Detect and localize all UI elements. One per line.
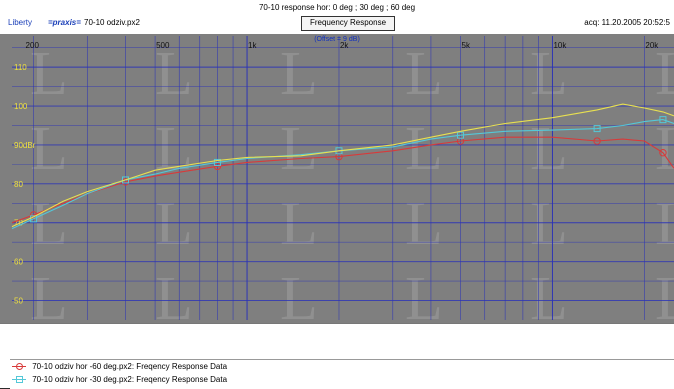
watermark-letter: L — [530, 190, 568, 258]
legend-item-minus30[interactable]: 70-10 odziv hor -30 deg.px2: Freqency Re… — [12, 374, 227, 386]
watermark-letter: L — [280, 115, 318, 183]
y-tick-label: 100 — [14, 102, 28, 111]
y-tick-label: 50 — [14, 297, 23, 306]
legend: 70-10 odziv hor -60 deg.px2: Freqency Re… — [10, 359, 674, 389]
x-tick-label: 500 — [156, 41, 170, 50]
watermark-letter: L — [30, 265, 68, 323]
x-tick-label: 2k — [340, 41, 349, 50]
file-name: 70-10 odziv.px2 — [84, 18, 140, 27]
frequency-response-button[interactable]: Frequency Response — [301, 16, 395, 31]
x-tick-label: 200 — [26, 41, 40, 50]
y-tick-label: 110 — [14, 63, 27, 72]
data-point-1 — [213, 158, 221, 166]
series-line-2 — [11, 103, 674, 228]
watermark-letter: L — [30, 40, 68, 108]
watermark-letter: L — [655, 265, 674, 323]
watermark-letter: L — [655, 115, 674, 183]
watermark-letter: L — [530, 40, 568, 108]
data-point-1 — [593, 125, 601, 133]
acquisition-timestamp: acq: 11.20.2005 20:52:5 — [584, 18, 670, 27]
y-tick-label: 80 — [14, 180, 23, 189]
x-tick-label: 5k — [462, 41, 471, 50]
legend-swatch-red — [12, 362, 26, 371]
watermark-letter: L — [280, 265, 318, 323]
data-point-1 — [121, 176, 129, 184]
watermark-letter: L — [405, 265, 443, 323]
measurement-title: 70-10 response hor: 0 deg ; 30 deg ; 60 … — [258, 3, 416, 12]
watermark-letter: L — [655, 190, 674, 258]
watermark-letter: L — [30, 190, 68, 258]
watermark-letter: L — [405, 40, 443, 108]
app-name: Liberty — [8, 18, 33, 27]
data-point-1 — [659, 116, 667, 124]
watermark-letter: L — [280, 40, 318, 108]
data-point-1 — [457, 131, 465, 139]
legend-item-minus60[interactable]: 70-10 odziv hor -60 deg.px2: Freqency Re… — [12, 361, 227, 373]
x-tick-label: 1k — [248, 41, 257, 50]
offset-note: (Offset = 9 dB) — [314, 36, 360, 43]
watermark-letter: L — [155, 115, 193, 183]
watermark-letter: L — [280, 190, 318, 258]
legend-label: 70-10 odziv hor -60 deg.px2: Freqency Re… — [32, 362, 228, 371]
plot-background — [0, 34, 674, 323]
data-point-0 — [213, 162, 222, 171]
legend-label: 70-10 odziv hor -30 deg.px2: Freqency Re… — [32, 375, 228, 384]
watermark-letter: L — [405, 190, 443, 258]
y-tick-label: 60 — [14, 258, 23, 267]
watermark-letter: L — [530, 265, 568, 323]
x-tick-label: 10k — [553, 41, 567, 50]
watermark-letter: L — [30, 115, 68, 183]
chart-footer-area — [0, 323, 674, 359]
watermark-letter: L — [155, 265, 193, 323]
watermark-letter: L — [530, 115, 568, 183]
watermark-letter: L — [155, 40, 193, 108]
watermark-letter: L — [655, 40, 674, 108]
x-tick-label: 20k — [645, 41, 659, 50]
y-tick-label: 90dBr — [14, 141, 36, 150]
watermark-letter: L — [405, 115, 443, 183]
series-line-0 — [11, 136, 674, 224]
data-point-0 — [659, 149, 667, 157]
data-point-0 — [593, 137, 601, 145]
header-bar: 70-10 response hor: 0 deg ; 30 deg ; 60 … — [0, 0, 674, 35]
watermark-letter: L — [155, 190, 193, 258]
legend-swatch-cyan — [12, 375, 26, 384]
brand-logo: =praxis= — [48, 18, 81, 27]
